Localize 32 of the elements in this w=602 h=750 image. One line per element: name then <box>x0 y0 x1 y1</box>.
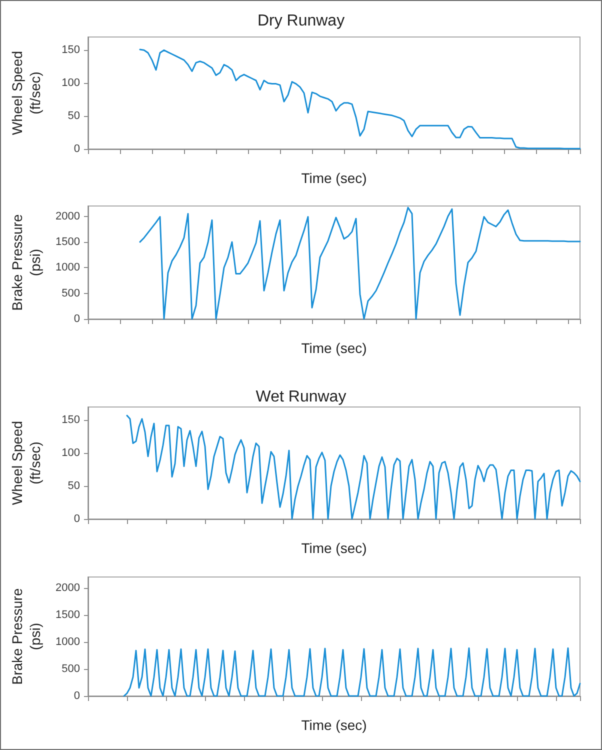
y-tick-label: 50 <box>68 110 80 122</box>
line-series <box>126 414 581 520</box>
y-tick-label: 500 <box>62 662 80 675</box>
y-tick-label: 0 <box>74 143 80 155</box>
y-tick-label: 0 <box>74 513 80 525</box>
x-axis-title: Time (sec) <box>301 170 367 186</box>
y-tick-label: 0 <box>74 690 80 702</box>
y-tick-label: 150 <box>62 44 80 56</box>
line-series <box>139 48 581 150</box>
x-axis-title: Time (sec) <box>301 340 367 356</box>
y-tick-label: 0 <box>74 313 80 325</box>
line-series <box>139 206 581 320</box>
y-tick-label: 100 <box>62 447 80 460</box>
y-tick-label: 50 <box>68 480 80 492</box>
y-axis-title: Wheel Speed (ft/sec) <box>9 50 43 136</box>
line-series <box>123 647 581 697</box>
y-tick-label: 2000 <box>56 582 80 594</box>
y-tick-label: 1000 <box>56 636 80 648</box>
y-tick-label: 1500 <box>56 236 80 248</box>
y-axis-title: Brake Pressure (psi) <box>9 588 43 685</box>
y-axis-title: Brake Pressure (psi) <box>9 214 43 311</box>
x-axis-title: Time (sec) <box>301 540 367 556</box>
x-axis-title: Time (sec) <box>301 717 367 733</box>
y-tick-label: 2000 <box>56 210 80 222</box>
y-tick-label: 1000 <box>56 262 80 274</box>
y-tick-label: 1500 <box>56 608 80 621</box>
y-tick-label: 500 <box>62 287 80 300</box>
chart-title: Wet Runway <box>256 388 346 406</box>
chart-title: Dry Runway <box>257 12 345 30</box>
y-tick-label: 150 <box>62 414 80 426</box>
y-axis-title: Wheel Speed (ft/sec) <box>9 420 43 506</box>
y-tick-label: 100 <box>62 77 80 90</box>
